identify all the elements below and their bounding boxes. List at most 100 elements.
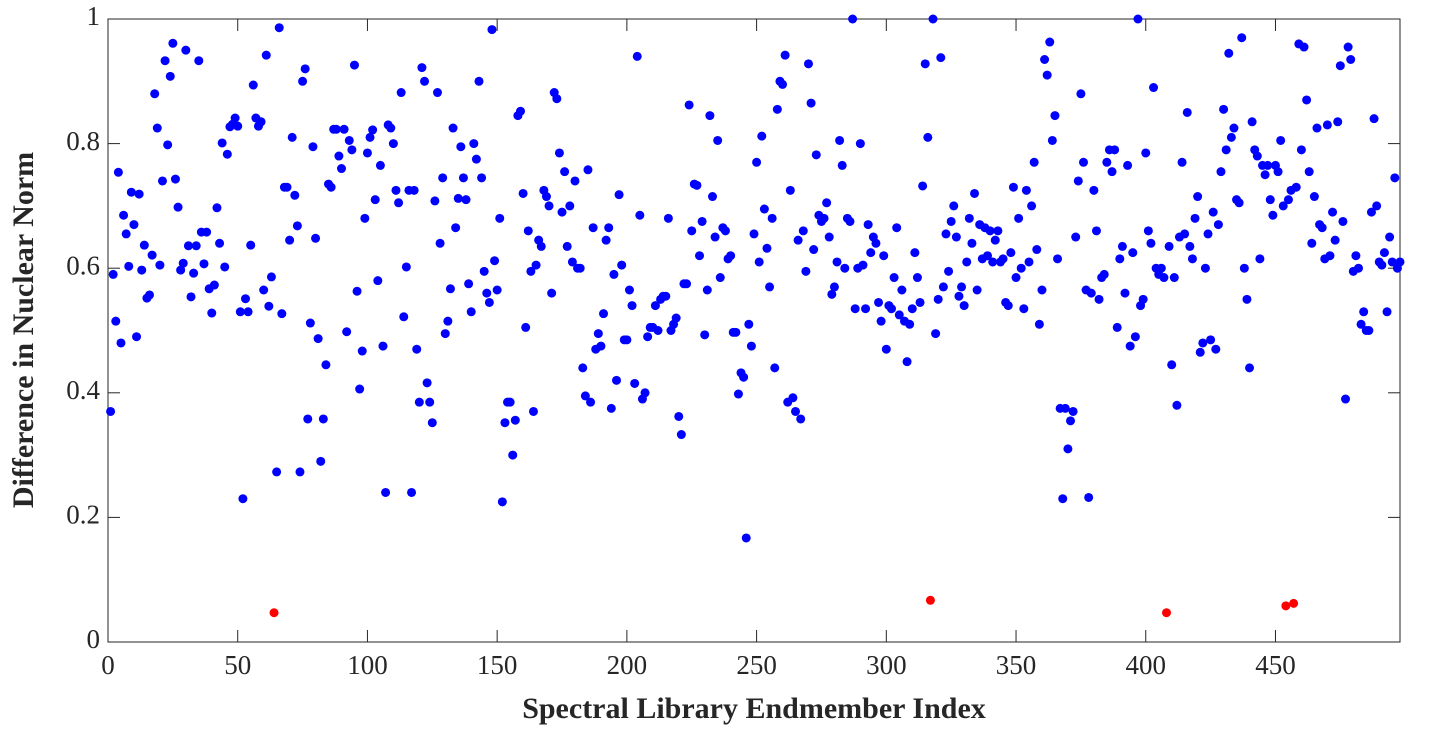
data-point [905, 319, 915, 329]
data-point [951, 232, 961, 242]
data-point [892, 223, 902, 233]
y-tick-label: 1 [87, 1, 101, 31]
data-point [772, 104, 782, 114]
data-point [946, 216, 956, 226]
data-point [1351, 251, 1361, 261]
data-point [531, 260, 541, 270]
data-point [936, 53, 946, 63]
data-point [365, 132, 375, 142]
data-point [640, 388, 650, 398]
data-point [266, 272, 276, 282]
data-point [1317, 223, 1327, 233]
data-point [285, 235, 295, 245]
data-point [207, 308, 217, 318]
data-point [682, 279, 692, 289]
data-point [837, 160, 847, 170]
data-point [1343, 42, 1353, 52]
data-point [622, 335, 632, 345]
data-point [233, 121, 243, 131]
data-point [1356, 319, 1366, 329]
y-tick-label: 0.2 [66, 500, 100, 530]
data-point [1255, 254, 1265, 264]
data-point [845, 216, 855, 226]
data-point [243, 307, 253, 317]
data-point [1112, 322, 1122, 332]
data-point [220, 262, 230, 272]
data-point [199, 259, 209, 269]
data-point [801, 266, 811, 276]
data-point [453, 193, 463, 203]
data-point [396, 88, 406, 98]
data-point [388, 139, 398, 149]
data-point [757, 131, 767, 141]
data-point [448, 123, 458, 133]
data-point [308, 142, 318, 152]
data-point [298, 76, 308, 86]
data-point [469, 139, 479, 149]
data-point [925, 595, 935, 605]
data-point [272, 467, 282, 477]
data-point [604, 223, 614, 233]
data-point [611, 375, 621, 385]
data-point [1006, 248, 1016, 258]
data-point [316, 456, 326, 466]
data-point [300, 64, 310, 74]
data-point [352, 286, 362, 296]
data-point [303, 414, 313, 424]
data-point [928, 14, 938, 24]
data-point [487, 25, 497, 35]
data-point [617, 260, 627, 270]
data-point [339, 124, 349, 134]
data-point [521, 322, 531, 332]
data-point [544, 201, 554, 211]
data-point [705, 111, 715, 121]
data-point [124, 261, 134, 271]
data-point [1229, 123, 1239, 133]
data-point [674, 411, 684, 421]
data-point [181, 45, 191, 55]
data-point [1307, 238, 1317, 248]
data-point [1247, 117, 1257, 127]
data-point [375, 160, 385, 170]
data-point [191, 241, 201, 251]
data-point [391, 185, 401, 195]
data-point [785, 185, 795, 195]
data-point [152, 123, 162, 133]
data-point [695, 251, 705, 261]
data-point [541, 192, 551, 202]
data-point [1387, 257, 1397, 267]
data-point [710, 232, 720, 242]
data-point [1187, 254, 1197, 264]
data-point [1089, 185, 1099, 195]
data-point [235, 307, 245, 317]
data-point [355, 384, 365, 394]
x-tick-label: 100 [347, 650, 388, 680]
data-point [1312, 123, 1322, 133]
data-point [1011, 273, 1021, 283]
data-point [1226, 132, 1236, 142]
data-point [770, 363, 780, 373]
data-point [902, 357, 912, 367]
data-point [427, 418, 437, 428]
data-point [1141, 148, 1151, 158]
data-point [1034, 319, 1044, 329]
data-point [1299, 42, 1309, 52]
data-point [165, 71, 175, 81]
data-point [1338, 216, 1348, 226]
data-point [1224, 48, 1234, 58]
data-point [596, 341, 606, 351]
data-point [347, 145, 357, 155]
data-point [215, 238, 225, 248]
data-point [759, 204, 769, 214]
data-point [1330, 235, 1340, 245]
data-point [456, 142, 466, 152]
data-point [993, 226, 1003, 236]
data-point [827, 289, 837, 299]
data-point [609, 269, 619, 279]
data-point [1068, 406, 1078, 416]
data-point [702, 285, 712, 295]
data-point [500, 418, 510, 428]
data-point [1078, 157, 1088, 167]
data-point [318, 414, 328, 424]
data-point [990, 235, 1000, 245]
